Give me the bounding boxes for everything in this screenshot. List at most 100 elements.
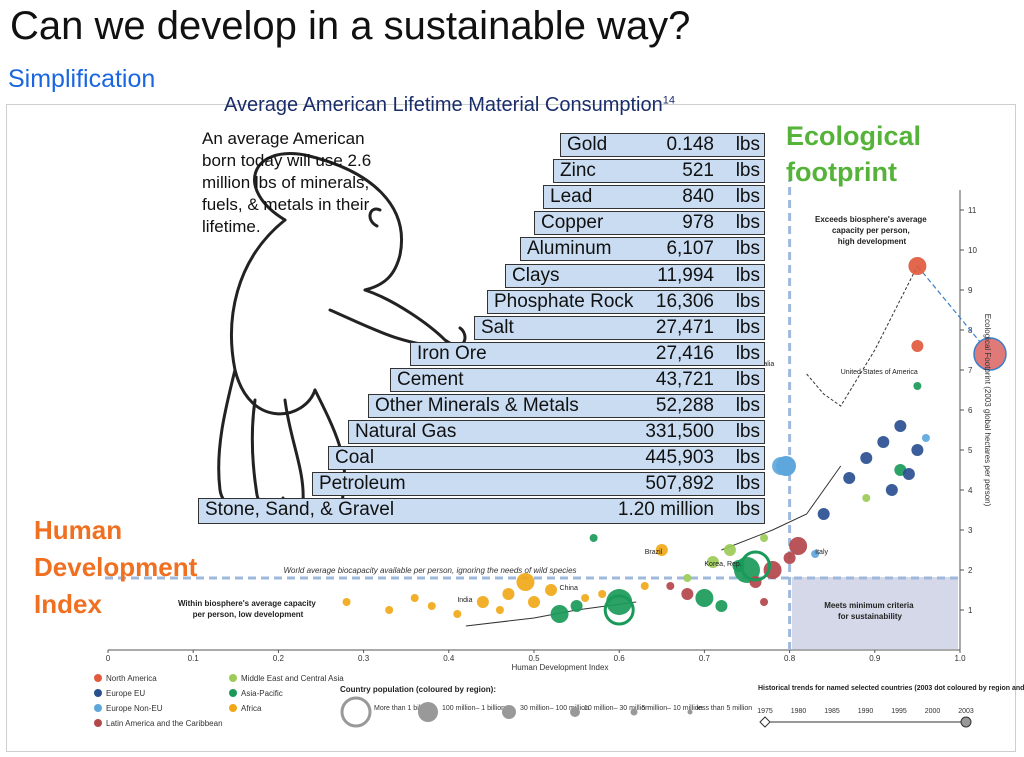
country-point: [550, 605, 569, 623]
trend-year-label: 1985: [824, 708, 840, 715]
human-development-index-label: Human Development Index: [34, 515, 198, 619]
material-unit: lbs: [735, 499, 760, 521]
material-row: Petroleum 507,892 lbs: [312, 472, 765, 497]
y-tick-label: 6: [968, 406, 973, 415]
country-point: [453, 610, 462, 618]
trend-year-label: 2000: [925, 708, 941, 715]
country-point: [913, 382, 922, 390]
material-unit: lbs: [735, 212, 760, 234]
material-name: Coal: [335, 447, 375, 469]
trend-korea-italy: [721, 465, 842, 551]
country-point: [862, 494, 871, 502]
population-size-marker: [570, 707, 580, 717]
trend-year-label: 1975: [757, 708, 773, 715]
material-row: Zinc 521 lbs: [553, 159, 765, 184]
trend-legend-title: Historical trends for named selected cou…: [758, 685, 1024, 692]
x-tick-label: 0.9: [869, 654, 881, 663]
annotation-top: Exceeds biosphere's average capacity per…: [815, 215, 929, 246]
country-label: Brazil: [645, 549, 663, 556]
country-point: [655, 544, 668, 556]
material-value: 0.148: [666, 134, 714, 155]
population-size-marker: [630, 708, 638, 716]
country-point: [921, 434, 930, 442]
material-value: 445,903: [645, 447, 714, 469]
y-tick-label: 1: [968, 606, 973, 615]
callout-line: [916, 265, 991, 355]
material-unit: lbs: [735, 316, 760, 338]
country-point: [502, 588, 515, 600]
region-legend: North America Europe EU Europe Non-EU Latin…: [94, 674, 344, 728]
material-row: Copper 978 lbs: [534, 211, 765, 236]
country-point: [640, 582, 649, 590]
material-value: 1.20 million: [617, 499, 714, 521]
material-row: Stone, Sand, & Gravel 1.20 million lbs: [198, 498, 765, 525]
material-row: Iron Ore 27,416 lbs: [410, 341, 765, 366]
legend-label: Europe EU: [106, 689, 145, 698]
material-unit: lbs: [735, 395, 760, 416]
usa-callout-point: [973, 337, 1007, 371]
legend-label: Middle East and Central Asia: [241, 674, 344, 683]
slide-title: Can we develop in a sustainable way?: [10, 4, 691, 48]
country-label: United States of America: [841, 369, 918, 376]
legend-swatch: [94, 719, 102, 727]
baby-caption: An average American born today will use …: [202, 129, 372, 236]
material-value: 11,994: [657, 264, 714, 286]
country-point: [894, 420, 907, 432]
material-name: Petroleum: [319, 473, 406, 495]
material-row: Salt 27,471 lbs: [474, 315, 765, 340]
trend-year-label: 2003: [958, 708, 974, 715]
x-tick-label: 0: [106, 654, 111, 663]
country-point: [495, 606, 504, 614]
material-row: Lead 840 lbs: [543, 185, 765, 210]
x-tick-label: 0.6: [614, 654, 626, 663]
material-unit: lbs: [735, 290, 760, 312]
legend-swatch: [94, 674, 102, 682]
material-row: Coal 445,903 lbs: [328, 446, 765, 471]
country-label: India: [457, 597, 472, 604]
stairs-title: Average American Lifetime Material Consu…: [224, 94, 675, 116]
country-point: [545, 584, 558, 596]
country-point: [706, 556, 719, 568]
material-unit: lbs: [735, 447, 760, 469]
material-value: 43,721: [655, 368, 714, 390]
material-name: Zinc: [560, 160, 596, 182]
material-unit: lbs: [735, 264, 760, 286]
x-tick-label: 0.4: [443, 654, 455, 663]
country-point: [666, 582, 675, 590]
country-point: [589, 534, 598, 542]
x-tick-label: 0.1: [188, 654, 200, 663]
x-tick-label: 0.8: [784, 654, 796, 663]
material-name: Cement: [397, 368, 464, 390]
material-row: Aluminum 6,107 lbs: [520, 237, 765, 262]
material-row: Gold 0.148 lbs: [560, 133, 765, 157]
y-tick-label: 5: [968, 446, 973, 455]
y-tick-label: 11: [968, 206, 977, 215]
material-name: Phosphate Rock: [494, 290, 634, 312]
x-axis-label: Human Development Index: [512, 663, 609, 672]
legend-label: Africa: [241, 704, 262, 713]
material-row: Natural Gas 331,500 lbs: [348, 420, 765, 445]
population-size-label: 10 million– 30 million: [584, 705, 649, 712]
india-ring: [740, 550, 772, 582]
material-unit: lbs: [735, 186, 760, 208]
country-point: [516, 573, 535, 591]
material-value: 52,288: [655, 395, 714, 416]
country-point: [877, 436, 890, 448]
country-label: China: [560, 585, 578, 592]
material-name: Gold: [567, 134, 608, 155]
material-value: 507,892: [645, 473, 714, 495]
y-tick-label: 3: [968, 526, 973, 535]
x-tick-label: 0.5: [528, 654, 540, 663]
material-name: Lead: [550, 186, 593, 208]
population-size-marker: [502, 705, 516, 719]
population-size-label: 100 million– 1 billion: [442, 705, 505, 712]
legend-label: North America: [106, 674, 157, 683]
material-value: 978: [682, 212, 714, 234]
material-name: Other Minerals & Metals: [375, 395, 579, 416]
y-axis-label: Ecological Footprint (2003 global hectar…: [983, 314, 992, 507]
country-point: [902, 468, 915, 480]
country-point: [715, 600, 728, 612]
population-size-label: More than 1 billion: [374, 705, 431, 712]
material-unit: lbs: [735, 342, 760, 364]
population-legend-title: Country population (coloured by region):: [340, 685, 496, 694]
